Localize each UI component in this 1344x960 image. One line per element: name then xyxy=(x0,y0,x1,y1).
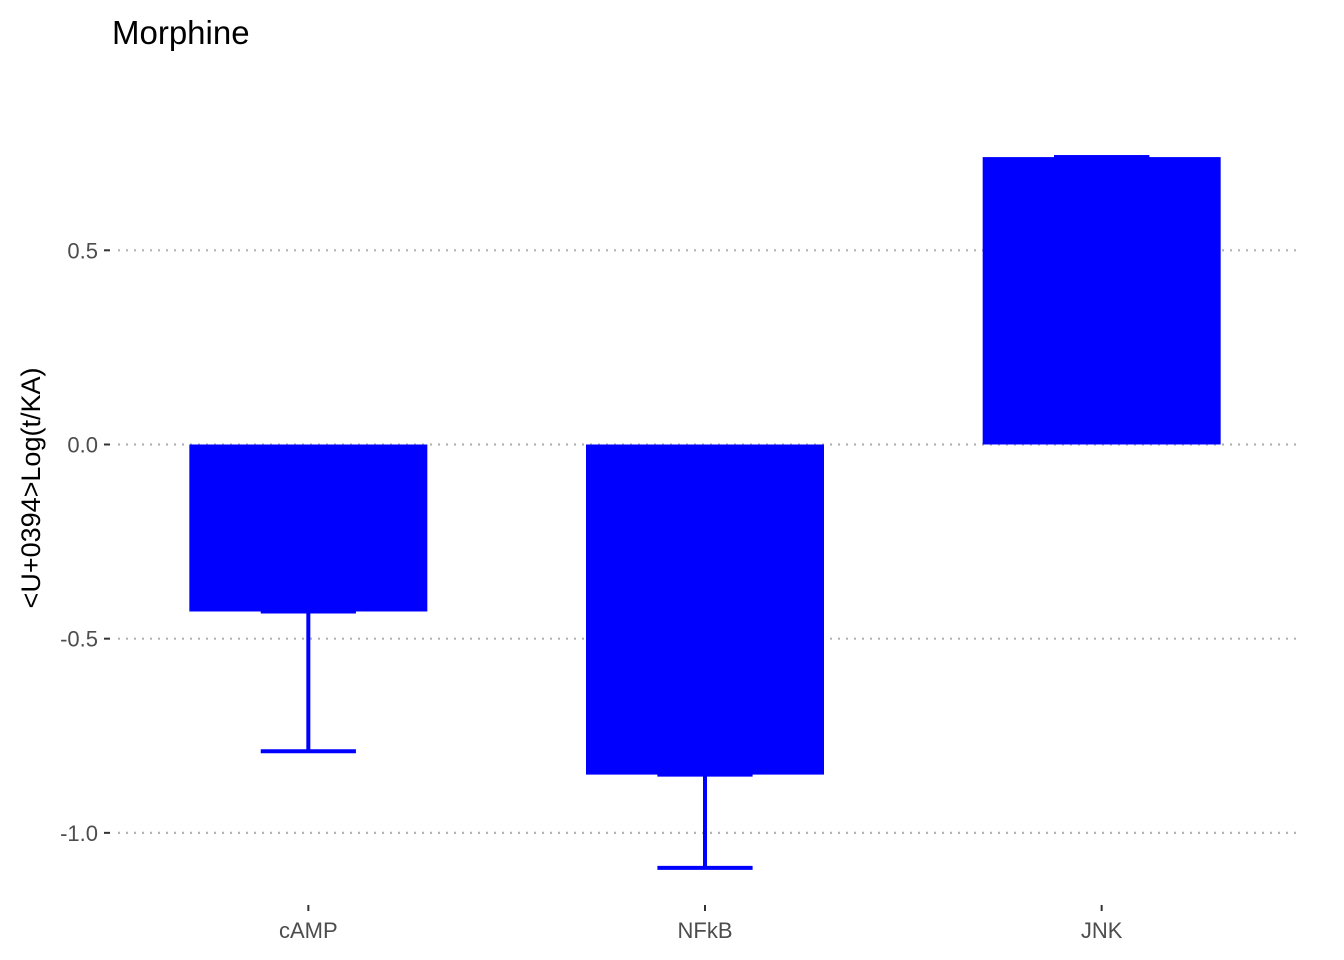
x-tick-label: cAMP xyxy=(279,918,338,943)
y-tick-label: -0.5 xyxy=(60,627,98,652)
bars xyxy=(189,157,1221,775)
bar-jnk xyxy=(982,157,1221,445)
x-tick-label: JNK xyxy=(1081,918,1123,943)
x-tick-label: NFkB xyxy=(678,918,733,943)
y-tick-label: 0.5 xyxy=(67,238,98,263)
x-axis: cAMP NFkB JNK xyxy=(279,905,1123,943)
chart-title: Morphine xyxy=(112,14,250,51)
bar-nfkb xyxy=(586,444,824,775)
bar-camp xyxy=(189,444,428,612)
y-tick-label: -1.0 xyxy=(60,821,98,846)
y-axis: -1.0 -0.5 0.0 0.5 xyxy=(60,238,110,846)
y-tick-label: 0.0 xyxy=(67,432,98,457)
y-axis-title: <U+0394>Log(t/KA) xyxy=(16,368,46,609)
error-bars xyxy=(260,155,1150,870)
